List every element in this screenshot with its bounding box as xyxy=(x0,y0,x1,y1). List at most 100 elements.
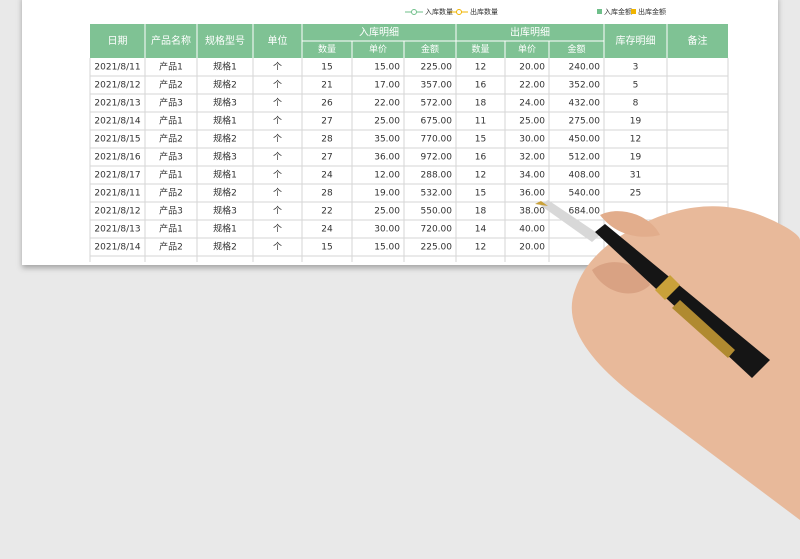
cell: 2021/8/16 xyxy=(94,153,140,163)
cell: 572.00 xyxy=(421,99,453,109)
cell: 275.00 xyxy=(569,117,601,127)
header-cell: 单位 xyxy=(268,34,288,47)
cell: 11 xyxy=(475,117,486,127)
cell: 规格3 xyxy=(213,151,237,163)
cell: 15.00 xyxy=(374,63,400,73)
cell: 15 xyxy=(475,189,486,199)
cell: 17.00 xyxy=(374,81,400,91)
cell: 个 xyxy=(273,134,282,145)
cell: 2021/8/14 xyxy=(94,243,140,253)
cell: 个 xyxy=(273,80,282,91)
cell: 27 xyxy=(321,117,332,127)
cell: 产品2 xyxy=(159,133,183,145)
cell: 15.00 xyxy=(374,243,400,253)
cell: 16 xyxy=(475,81,487,91)
cell: 2021/8/14 xyxy=(94,117,140,127)
cell: 19 xyxy=(630,117,642,127)
cell: 27 xyxy=(321,153,332,163)
cell: 25.00 xyxy=(374,207,400,217)
subheader-cell: 单价 xyxy=(518,43,536,55)
cell: 规格1 xyxy=(213,61,237,73)
cell: 个 xyxy=(273,242,282,253)
legend: 入库数量 出库数量 入库金额 出库金额 xyxy=(405,7,666,16)
cell: 产品1 xyxy=(159,61,183,73)
cell: 产品2 xyxy=(159,79,183,91)
legend-swatch xyxy=(631,9,636,14)
header-cell: 产品名称 xyxy=(151,34,191,47)
cell: 15 xyxy=(321,243,332,253)
cell: 540.00 xyxy=(569,189,601,199)
cell: 12 xyxy=(475,171,486,181)
cell: 规格2 xyxy=(213,187,237,199)
cell: 2021/8/13 xyxy=(94,99,140,109)
cell: 规格2 xyxy=(213,79,237,91)
cell: 432.00 xyxy=(569,99,601,109)
pen-band xyxy=(655,275,680,300)
subheader-cell: 单价 xyxy=(369,43,387,55)
cell: 产品3 xyxy=(159,151,183,163)
cell: 产品3 xyxy=(159,97,183,109)
cell: 225.00 xyxy=(421,63,453,73)
cell: 规格1 xyxy=(213,169,237,181)
cell: 15 xyxy=(475,135,486,145)
cell: 25.00 xyxy=(374,117,400,127)
cell: 352.00 xyxy=(569,81,601,91)
subheader-cell: 数量 xyxy=(318,43,336,55)
cell: 24 xyxy=(321,171,333,181)
cell: 2021/8/11 xyxy=(94,189,140,199)
cell: 40.00 xyxy=(519,225,545,235)
cell: 2021/8/12 xyxy=(94,81,140,91)
cell: 2021/8/15 xyxy=(94,135,140,145)
cell: 16 xyxy=(475,153,487,163)
cell: 规格1 xyxy=(213,115,237,127)
cell: 产品1 xyxy=(159,115,183,127)
cell: 个 xyxy=(273,116,282,127)
cell: 2021/8/13 xyxy=(94,225,140,235)
cell: 12 xyxy=(630,135,641,145)
cell: 532.00 xyxy=(421,189,453,199)
cell: 15 xyxy=(321,63,332,73)
cell: 22.00 xyxy=(519,81,545,91)
cell: 31 xyxy=(630,171,641,181)
cell: 25.00 xyxy=(519,117,545,127)
cell: 24 xyxy=(321,225,333,235)
header-cell: 入库明细 xyxy=(359,26,399,39)
cell: 个 xyxy=(273,152,282,163)
subheader-cell: 金额 xyxy=(567,43,585,55)
header-cell: 备注 xyxy=(688,34,708,47)
cell: 5 xyxy=(633,81,639,91)
cell: 550.00 xyxy=(421,207,453,217)
cell: 19.00 xyxy=(374,189,400,199)
cell: 规格3 xyxy=(213,205,237,217)
cell: 30.00 xyxy=(374,225,400,235)
hand-with-pen xyxy=(535,200,800,521)
cell: 32.00 xyxy=(519,153,545,163)
cell: 2021/8/12 xyxy=(94,207,140,217)
cell: 产品2 xyxy=(159,241,183,253)
cell: 28 xyxy=(321,189,333,199)
cell: 38.00 xyxy=(519,207,545,217)
legend-label: 入库金额 xyxy=(604,7,632,16)
cell: 225.00 xyxy=(421,243,453,253)
pen-body xyxy=(595,224,770,378)
cell: 26 xyxy=(321,99,333,109)
cell: 12.00 xyxy=(374,171,400,181)
subheader-cell: 金额 xyxy=(421,43,439,55)
cell: 规格1 xyxy=(213,223,237,235)
cell: 个 xyxy=(273,98,282,109)
header-cell: 日期 xyxy=(108,35,128,47)
cell: 36.00 xyxy=(374,153,400,163)
cell: 28 xyxy=(321,135,333,145)
cell: 规格2 xyxy=(213,241,237,253)
cell: 产品2 xyxy=(159,187,183,199)
cell: 20.00 xyxy=(519,63,545,73)
cell: 12 xyxy=(475,63,486,73)
cell: 288.00 xyxy=(421,171,453,181)
cell: 8 xyxy=(633,99,639,109)
cell: 240.00 xyxy=(569,63,601,73)
cell: 450.00 xyxy=(569,135,601,145)
cell: 18 xyxy=(475,207,487,217)
cell: 20.00 xyxy=(519,243,545,253)
